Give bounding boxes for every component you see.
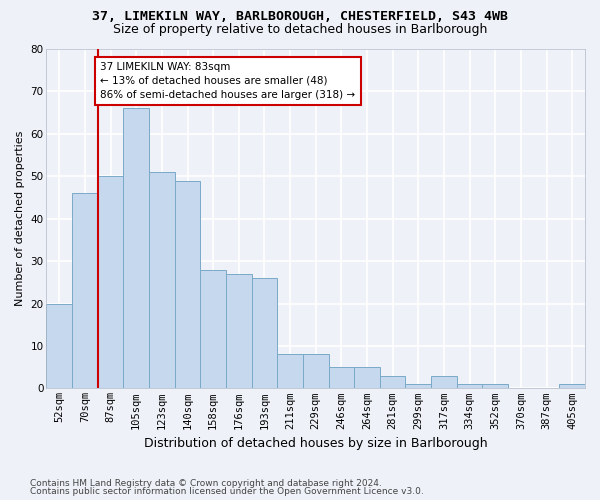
Bar [431, 376, 457, 388]
Bar [329, 367, 354, 388]
Bar [354, 367, 380, 388]
Bar [149, 172, 175, 388]
Bar [226, 274, 251, 388]
Bar [72, 193, 98, 388]
Bar [457, 384, 482, 388]
Bar [482, 384, 508, 388]
Text: Contains public sector information licensed under the Open Government Licence v3: Contains public sector information licen… [30, 487, 424, 496]
Bar [175, 180, 200, 388]
Bar [46, 304, 72, 388]
Bar [124, 108, 149, 388]
Bar [251, 278, 277, 388]
Bar [200, 270, 226, 388]
Text: Contains HM Land Registry data © Crown copyright and database right 2024.: Contains HM Land Registry data © Crown c… [30, 478, 382, 488]
X-axis label: Distribution of detached houses by size in Barlborough: Distribution of detached houses by size … [144, 437, 488, 450]
Text: 37, LIMEKILN WAY, BARLBOROUGH, CHESTERFIELD, S43 4WB: 37, LIMEKILN WAY, BARLBOROUGH, CHESTERFI… [92, 10, 508, 23]
Bar [559, 384, 585, 388]
Bar [406, 384, 431, 388]
Bar [98, 176, 124, 388]
Bar [303, 354, 329, 388]
Bar [277, 354, 303, 388]
Bar [380, 376, 406, 388]
Text: 37 LIMEKILN WAY: 83sqm
← 13% of detached houses are smaller (48)
86% of semi-det: 37 LIMEKILN WAY: 83sqm ← 13% of detached… [100, 62, 355, 100]
Y-axis label: Number of detached properties: Number of detached properties [15, 131, 25, 306]
Text: Size of property relative to detached houses in Barlborough: Size of property relative to detached ho… [113, 22, 487, 36]
